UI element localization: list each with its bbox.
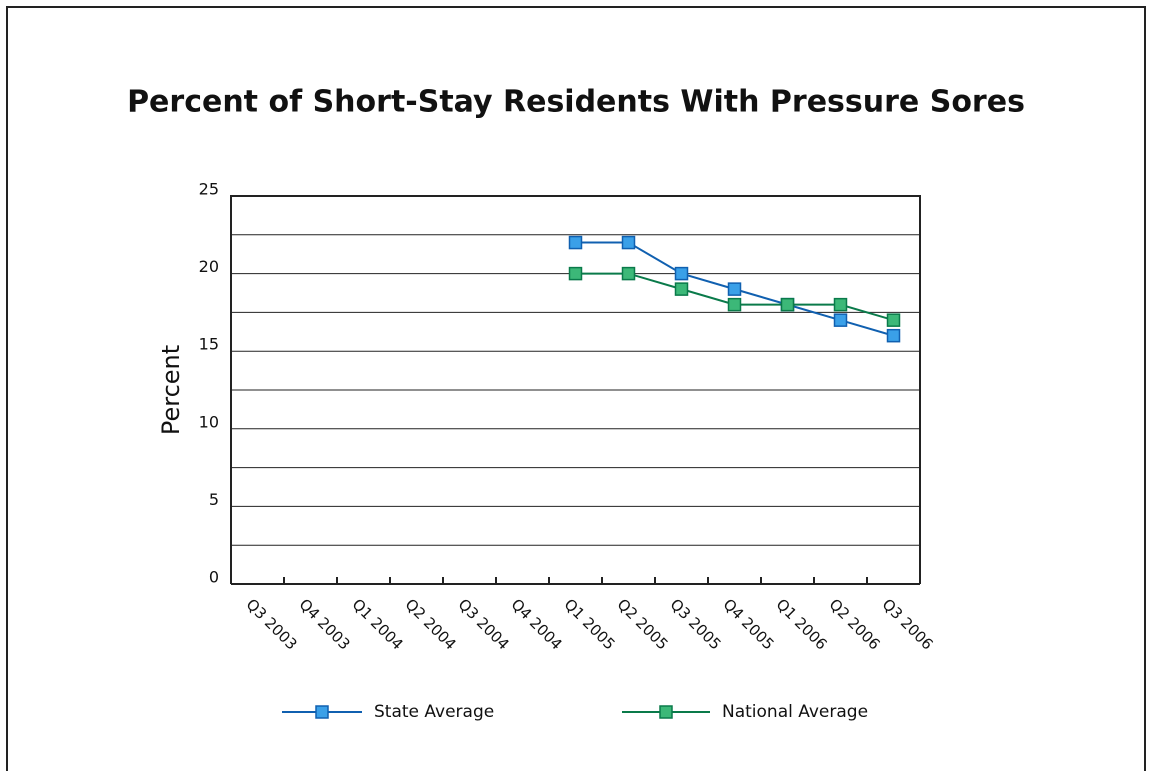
y-axis-label: Percent xyxy=(157,345,185,435)
x-tick-label: Q4 2005 xyxy=(719,595,777,653)
y-tick-label: 20 xyxy=(199,257,219,276)
legend-marker xyxy=(315,705,329,719)
x-tick-label: Q4 2004 xyxy=(507,595,565,653)
plot-border xyxy=(230,195,921,584)
x-tick-label: Q2 2004 xyxy=(401,595,459,653)
x-tick-label: Q3 2003 xyxy=(242,595,300,653)
legend-label: National Average xyxy=(722,702,868,722)
x-tick-label: Q3 2005 xyxy=(666,595,724,653)
data-point xyxy=(727,297,742,312)
legend-label: State Average xyxy=(374,702,494,722)
data-point xyxy=(886,313,901,327)
legend-marker xyxy=(659,705,673,719)
x-tick-label: Q1 2005 xyxy=(560,595,618,653)
x-tick-label: Q3 2004 xyxy=(454,595,512,653)
data-point xyxy=(568,235,583,250)
x-tick-label: Q2 2006 xyxy=(825,595,883,653)
data-point xyxy=(621,235,636,250)
series-line xyxy=(575,272,894,322)
frame xyxy=(6,6,1146,771)
y-tick-label: 0 xyxy=(209,568,219,587)
data-point xyxy=(727,282,742,296)
data-point xyxy=(833,297,848,312)
data-point xyxy=(674,282,689,296)
data-point xyxy=(886,328,901,343)
chart-title: Percent of Short-Stay Residents With Pre… xyxy=(127,85,1025,120)
x-tick-label: Q3 2006 xyxy=(878,595,936,653)
y-tick-label: 25 xyxy=(199,180,219,199)
y-tick-label: 10 xyxy=(199,412,219,431)
y-tick-label: 5 xyxy=(209,490,219,509)
data-point xyxy=(674,266,689,281)
x-tick-label: Q2 2005 xyxy=(613,595,671,653)
data-point xyxy=(780,297,795,312)
data-point xyxy=(568,266,583,281)
x-tick-label: Q4 2003 xyxy=(295,595,353,653)
x-tick-label: Q1 2006 xyxy=(772,595,830,653)
y-tick-label: 15 xyxy=(199,335,219,354)
data-point xyxy=(621,266,636,281)
x-tick-label: Q1 2004 xyxy=(348,595,406,653)
data-point xyxy=(833,313,848,327)
